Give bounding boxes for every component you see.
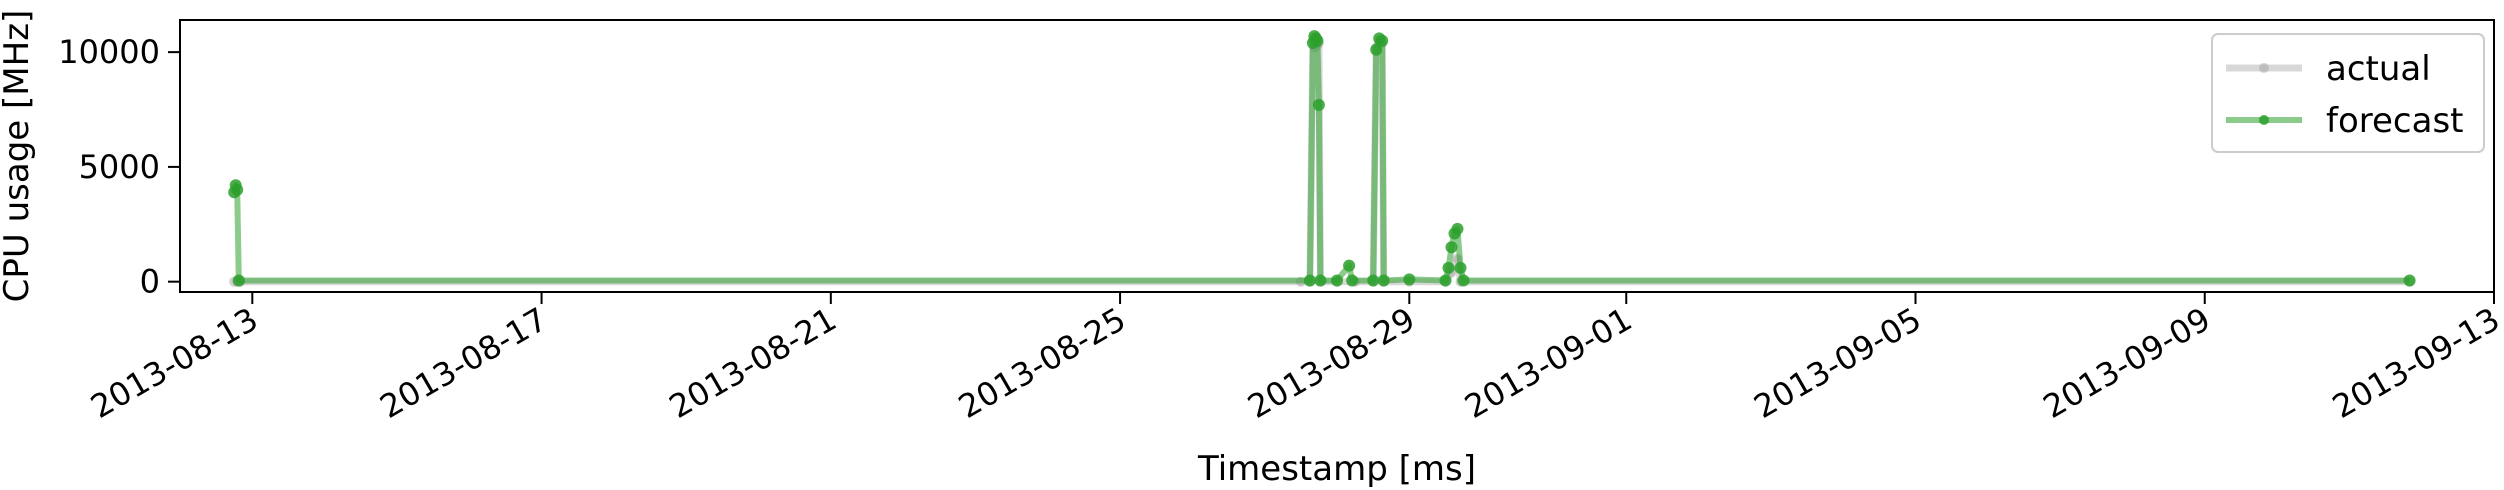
series-point-forecast-20 bbox=[1439, 274, 1452, 287]
series-point-forecast-24 bbox=[1451, 222, 1464, 235]
y-tick-label-2: 10000 bbox=[58, 33, 160, 71]
plot-frame bbox=[179, 19, 2495, 293]
x-tick-label-2: 2013-08-21 bbox=[663, 300, 843, 426]
series-point-forecast-14 bbox=[1367, 274, 1380, 287]
series-point-forecast-8 bbox=[1311, 34, 1324, 47]
series-point-forecast-25 bbox=[1454, 261, 1467, 274]
x-tick-label-7: 2013-09-09 bbox=[2037, 300, 2217, 426]
series-line-forecast bbox=[231, 33, 2410, 284]
series-point-forecast-17 bbox=[1376, 34, 1389, 47]
x-tick-label-5: 2013-09-01 bbox=[1458, 300, 1638, 426]
series-point-forecast-15 bbox=[1370, 43, 1383, 56]
series-point-forecast-9 bbox=[1312, 98, 1325, 111]
series-point-forecast-4 bbox=[1303, 274, 1316, 287]
y-axis-label: CPU usage [MHz] bbox=[0, 10, 37, 303]
x-tick-label-3: 2013-08-25 bbox=[952, 300, 1132, 426]
x-tick-label-4: 2013-08-29 bbox=[1241, 300, 1421, 426]
y-tick-label-0: 0 bbox=[140, 263, 160, 301]
y-tick-label-1: 5000 bbox=[79, 148, 160, 186]
series-point-forecast-21 bbox=[1442, 261, 1455, 274]
series-point-forecast-13 bbox=[1346, 274, 1359, 287]
x-axis-label: Timestamp [ms] bbox=[1197, 449, 1476, 489]
series-point-forecast-18 bbox=[1377, 274, 1390, 287]
series-point-forecast-22 bbox=[1445, 241, 1458, 254]
legend-marker-forecast bbox=[2259, 115, 2269, 125]
series-point-forecast-12 bbox=[1343, 259, 1356, 272]
y-axis: 0 5000 10000 bbox=[58, 33, 180, 301]
x-tick-label-6: 2013-09-05 bbox=[1747, 300, 1927, 426]
legend-label-forecast: forecast bbox=[2326, 101, 2464, 141]
plot-marks bbox=[228, 30, 2416, 287]
legend: actual forecast bbox=[2211, 33, 2485, 153]
series-point-forecast-11 bbox=[1331, 274, 1343, 287]
series-point-forecast-27 bbox=[2403, 274, 2416, 287]
series-point-forecast-2 bbox=[231, 183, 244, 196]
x-tick-label-8: 2013-09-13 bbox=[2326, 300, 2504, 426]
x-axis: 2013-08-13 2013-08-17 2013-08-21 2013-08-25… bbox=[84, 292, 2504, 426]
series-point-forecast-10 bbox=[1314, 274, 1327, 287]
series-point-forecast-3 bbox=[232, 274, 245, 287]
legend-marker-actual bbox=[2259, 63, 2269, 73]
series-point-forecast-19 bbox=[1403, 273, 1416, 286]
legend-label-actual: actual bbox=[2326, 49, 2431, 89]
x-tick-label-0: 2013-08-13 bbox=[84, 300, 264, 426]
series-point-forecast-26 bbox=[1457, 274, 1470, 287]
x-tick-label-1: 2013-08-17 bbox=[374, 300, 554, 426]
